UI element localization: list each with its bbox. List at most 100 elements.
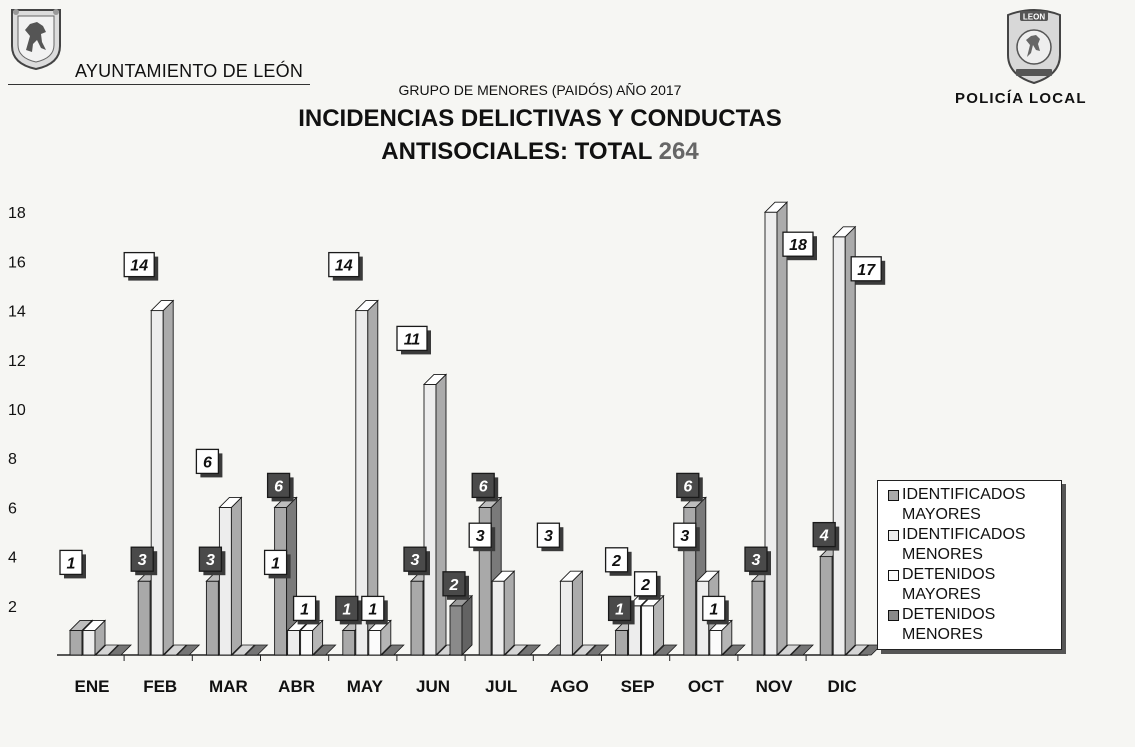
bar-feb-s1-side <box>162 299 174 657</box>
bar-ene-s3 <box>108 644 132 656</box>
legend-item: IDENTIFICADOS MENORES <box>888 525 1057 565</box>
x-tick-label-ago: AGO <box>550 677 589 696</box>
data-label-feb-s0: 3 <box>130 546 158 576</box>
data-label-box <box>471 472 495 499</box>
bar-ene-s1-top <box>81 619 107 631</box>
data-label-box <box>123 251 155 278</box>
bar-nov-s2 <box>777 644 801 656</box>
bar-abr-s3-floor <box>312 644 337 656</box>
data-label-sep-s2: 2 <box>633 571 661 600</box>
bar-sep-s2 <box>640 594 665 657</box>
data-label-oct-s2: 1 <box>702 595 729 625</box>
bar-feb-s3-floor <box>176 644 201 656</box>
data-label-text: 1 <box>67 555 76 572</box>
bar-jun-s1-front <box>423 383 437 656</box>
x-tick-label-may: MAY <box>347 677 384 696</box>
y-tick-label: 18 <box>8 205 26 222</box>
bar-oct-s3 <box>721 644 746 656</box>
data-label-text: 2 <box>611 553 621 570</box>
bar-ago-s2 <box>572 644 597 656</box>
legend-item: IDENTIFICADOS MAYORES <box>888 485 1057 525</box>
bar-nov-s1-top <box>763 201 789 213</box>
data-label-box <box>198 546 223 572</box>
bar-nov-s3-floor <box>790 644 814 656</box>
legend-item: DETENIDOS MENORES <box>888 605 1057 645</box>
data-label-text: 2 <box>640 577 650 594</box>
data-label-box <box>468 522 492 548</box>
bar-ago-s1-top <box>559 570 584 582</box>
bar-jun-s3-front <box>449 605 463 656</box>
bar-dic-s1 <box>832 225 857 657</box>
data-label-text: 6 <box>203 454 212 471</box>
bar-jul-s1-side <box>503 570 515 657</box>
x-tick-label-ene: ENE <box>75 677 110 696</box>
bar-jun-s3 <box>448 594 474 657</box>
legend-label: DETENIDOS MENORES <box>902 606 996 643</box>
data-label-dic-s0: 4 <box>812 521 840 551</box>
bar-jun-s1-side <box>435 373 447 657</box>
data-label-text: 3 <box>411 552 420 569</box>
data-label-text: 1 <box>709 601 718 618</box>
bar-feb-s2-floor <box>163 644 188 656</box>
data-label-text: 3 <box>206 552 215 569</box>
data-label-box <box>676 472 700 499</box>
data-label-jun-s3: 2 <box>442 571 469 600</box>
legend-swatch <box>888 490 899 501</box>
data-label-box <box>403 546 427 572</box>
data-label-nov-s1: 18 <box>782 231 817 261</box>
data-label-text: 6 <box>683 478 692 495</box>
bar-mar-s1-top <box>218 496 243 508</box>
data-label-abr-s1: 1 <box>263 549 291 579</box>
x-tick-label-abr: ABR <box>278 677 315 696</box>
data-label-may-s0: 1 <box>335 595 362 625</box>
bar-may-s3 <box>380 644 405 656</box>
bar-sep-s3-floor <box>653 644 678 656</box>
bar-feb-s1-top <box>150 300 175 312</box>
bar-dic-s2-floor <box>845 644 870 656</box>
ayuntamiento-crest-icon <box>11 9 61 71</box>
bar-jun-s0-front <box>410 580 424 656</box>
data-label-box <box>59 549 83 576</box>
bar-ago-s1-side <box>571 570 583 657</box>
data-label-text: 2 <box>449 577 459 594</box>
data-label-jun-s1: 11 <box>396 325 431 355</box>
bar-ene-s1-front <box>82 629 96 656</box>
data-label-text: 1 <box>615 601 624 618</box>
bar-nov-s1 <box>763 201 789 657</box>
bar-feb-s1 <box>150 299 175 657</box>
bar-mar-s2 <box>231 644 256 656</box>
bar-ago-s3 <box>585 644 610 656</box>
data-label-may-s1: 14 <box>328 251 363 281</box>
bar-ago-s3-floor <box>585 644 610 656</box>
bar-may-s3-floor <box>380 644 405 656</box>
data-label-text: 3 <box>752 552 761 569</box>
y-tick-label: 8 <box>8 451 17 468</box>
bar-jul-s1 <box>491 570 516 657</box>
chart-legend: IDENTIFICADOS MAYORES IDENTIFICADOS MENOR… <box>877 480 1062 650</box>
x-tick-label-dic: DIC <box>828 677 857 696</box>
data-label-box <box>335 595 359 622</box>
bar-mar-s3-floor <box>244 644 269 656</box>
legend-label: IDENTIFICADOS MENORES <box>902 526 1026 563</box>
bar-mar-s2-floor <box>231 644 256 656</box>
bar-ene-s0-top <box>68 619 94 631</box>
data-label-text: 4 <box>819 528 829 545</box>
bar-abr-s0-front <box>274 506 288 656</box>
x-tick-label-feb: FEB <box>143 677 177 696</box>
data-label-text: 1 <box>300 601 309 618</box>
data-label-box <box>328 251 360 278</box>
data-label-mar-s0: 3 <box>198 546 226 576</box>
x-tick-label-nov: NOV <box>756 677 794 696</box>
bar-sep-s2-front <box>641 605 655 656</box>
bar-sep-s0-front <box>615 629 629 656</box>
chart-title-line2-text: ANTISOCIALES: TOTAL <box>381 138 652 165</box>
bar-mar-s0-front <box>205 580 219 656</box>
data-label-text: 14 <box>130 258 148 275</box>
y-tick-label: 6 <box>8 500 17 517</box>
data-label-feb-s1: 14 <box>123 251 159 281</box>
data-label-box <box>292 595 317 622</box>
bar-nov-s2-floor <box>777 644 801 656</box>
data-label-box <box>744 546 768 572</box>
